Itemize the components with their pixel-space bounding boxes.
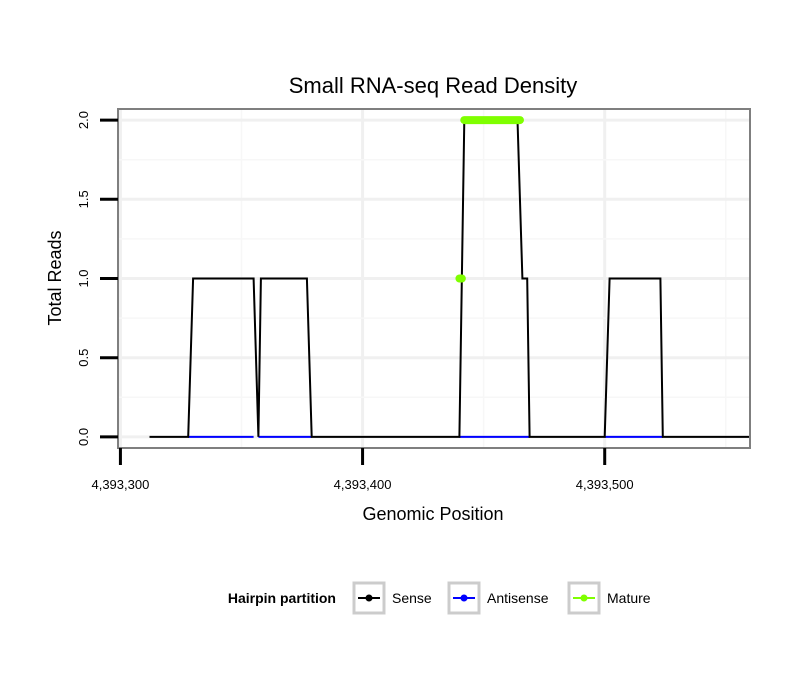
y-tick-label: 1.0 — [76, 269, 91, 287]
x-axis-title: Genomic Position — [362, 504, 503, 524]
legend-label: Mature — [607, 590, 651, 606]
y-tick-label: 1.5 — [76, 190, 91, 208]
plot-panel — [117, 108, 751, 449]
x-axis: 4,393,300 4,393,400 4,393,500 — [91, 448, 634, 492]
x-tick-label: 4,393,400 — [334, 477, 392, 492]
chart-title: Small RNA-seq Read Density — [289, 73, 578, 98]
legend-title: Hairpin partition — [228, 590, 336, 606]
legend-label: Sense — [392, 590, 432, 606]
x-tick-label: 4,393,500 — [576, 477, 634, 492]
y-axis: 0.0 0.5 1.0 1.5 2.0 — [76, 111, 118, 446]
y-axis-title: Total Reads — [45, 230, 65, 325]
legend-key-point — [460, 594, 468, 602]
x-tick-label: 4,393,300 — [91, 477, 149, 492]
legend: Hairpin partition Sense Antisense Mature — [228, 581, 651, 615]
legend-label: Antisense — [487, 590, 549, 606]
legend-key-point — [580, 594, 588, 602]
y-tick-label: 2.0 — [76, 111, 91, 129]
legend-key-point — [365, 594, 373, 602]
y-tick-label: 0.5 — [76, 349, 91, 367]
y-tick-label: 0.0 — [76, 428, 91, 446]
series-layer — [149, 116, 750, 438]
